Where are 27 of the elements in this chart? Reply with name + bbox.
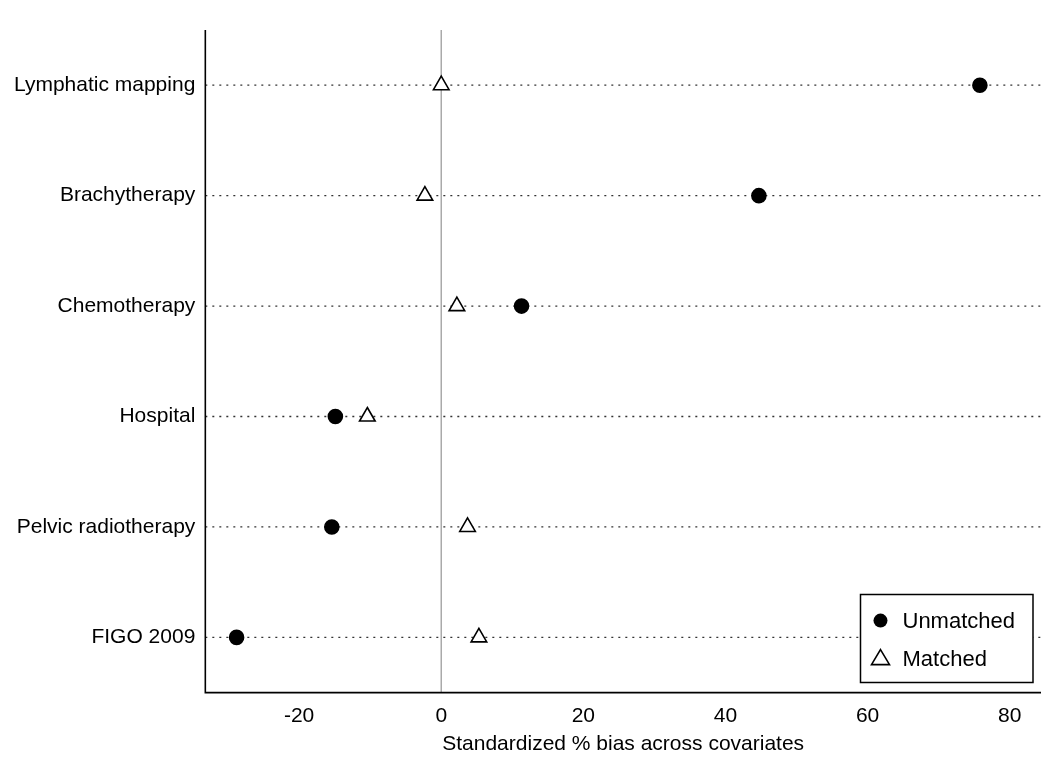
y-tick-label: Pelvic radiotherapy bbox=[16, 513, 196, 537]
x-tick-label: -20 bbox=[283, 703, 315, 726]
point bbox=[324, 519, 340, 535]
point bbox=[358, 406, 376, 422]
y-tick-label: Brachytherapy bbox=[59, 182, 196, 206]
y-tick-label: FIGO 2009 bbox=[91, 624, 196, 648]
legend-label: Unmatched bbox=[902, 607, 1016, 633]
x-tick-label: 0 bbox=[435, 703, 448, 726]
point bbox=[448, 296, 466, 312]
x-tick-label: 40 bbox=[713, 703, 738, 726]
y-tick-label: Lymphatic mapping bbox=[13, 72, 196, 96]
point bbox=[470, 627, 488, 643]
point bbox=[972, 77, 988, 94]
point bbox=[751, 187, 767, 204]
point bbox=[458, 517, 477, 533]
x-tick-label: 80 bbox=[998, 703, 1022, 726]
point bbox=[513, 298, 530, 314]
x-tick-label: 60 bbox=[855, 703, 880, 726]
x-tick-label: 20 bbox=[571, 703, 596, 726]
point bbox=[228, 629, 245, 646]
point bbox=[327, 408, 344, 425]
point bbox=[416, 185, 434, 201]
x-axis-title: Standardized % bias across covariates bbox=[442, 731, 805, 755]
legend-label: Matched bbox=[902, 645, 987, 671]
y-tick-label: Hospital bbox=[119, 403, 196, 427]
y-tick-label: Chemotherapy bbox=[57, 292, 196, 316]
point bbox=[432, 75, 450, 91]
